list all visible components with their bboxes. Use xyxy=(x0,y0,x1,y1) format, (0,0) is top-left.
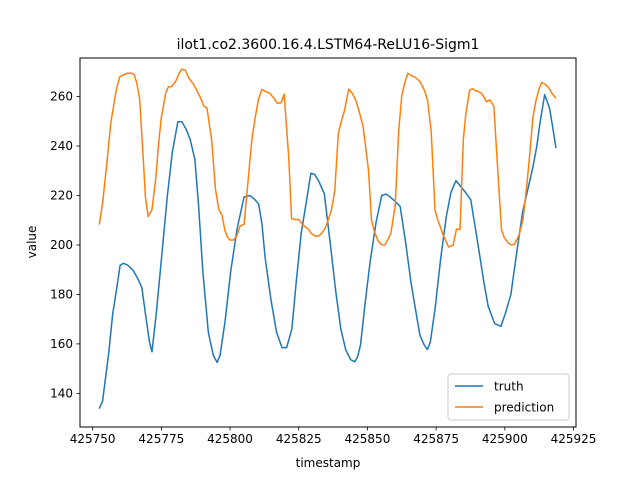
x-tick-label: 425875 xyxy=(413,432,459,446)
y-tick-label: 180 xyxy=(50,287,73,301)
y-tick-label: 240 xyxy=(50,139,73,153)
y-axis: 140 160 180 200 220 240 260 xyxy=(50,90,80,400)
y-tick-label: 200 xyxy=(50,238,73,252)
x-tick-label: 425825 xyxy=(276,432,322,446)
plot-area xyxy=(79,57,577,428)
series-line-truth xyxy=(98,93,557,410)
plot-background xyxy=(80,58,576,427)
series-line-prediction xyxy=(98,68,557,248)
y-tick-label: 220 xyxy=(50,189,73,203)
x-axis-label: timestamp xyxy=(296,456,361,470)
x-tick-label: 425900 xyxy=(482,432,528,446)
y-tick-label: 160 xyxy=(50,337,73,351)
x-tick-label: 425800 xyxy=(207,432,253,446)
x-tick-label: 425750 xyxy=(70,432,116,446)
legend: truth prediction xyxy=(447,373,570,421)
series-layer xyxy=(98,68,557,410)
x-tick-label: 425925 xyxy=(551,432,597,446)
x-tick-label: 425775 xyxy=(138,432,184,446)
plot-frame xyxy=(79,57,577,428)
y-tick-label: 260 xyxy=(50,90,73,104)
x-tick-label: 425850 xyxy=(345,432,391,446)
legend-label-truth: truth xyxy=(494,380,524,394)
y-axis-label: value xyxy=(25,226,39,259)
chart-title: ilot1.co2.3600.16.4.LSTM64-ReLU16-Sigm1 xyxy=(177,37,480,53)
y-tick-label: 140 xyxy=(50,386,73,400)
x-axis: 425750 425775 425800 425825 425850 425875 4259… xyxy=(70,427,597,446)
legend-label-prediction: prediction xyxy=(494,401,554,415)
